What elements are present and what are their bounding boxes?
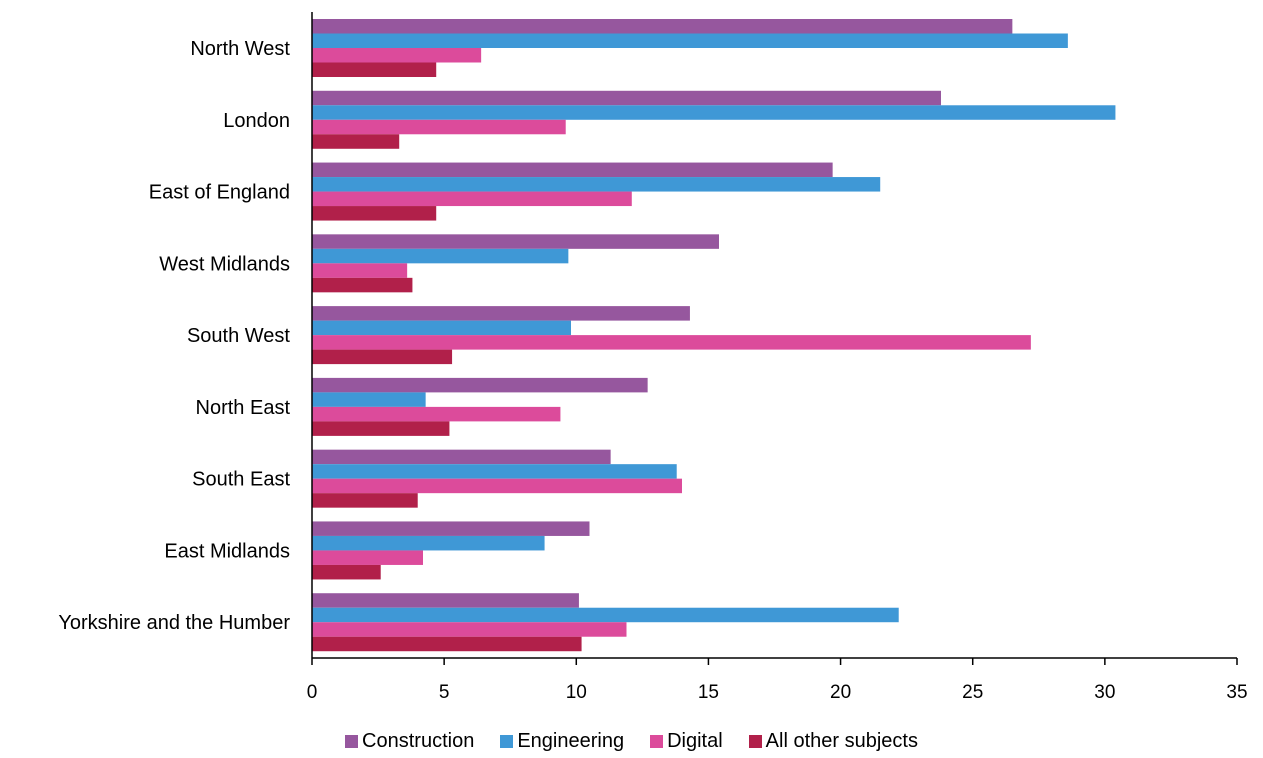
bar-construction-north-west [312,19,1013,34]
category-label: London [223,110,290,132]
bar-digital-north-east [312,406,561,422]
bar-digital-east-of-england [312,191,632,207]
legend-label: Digital [667,730,723,752]
bar-digital-west-midlands [312,263,408,278]
legend-swatch [500,735,514,748]
bar-engineering-west-midlands [312,248,569,264]
bar-all-other-subjects-london [312,134,400,149]
bar-engineering-north-west [312,33,1068,48]
bar-construction-north-east [312,377,648,393]
legend-item: All other subjects [748,730,918,753]
legend-label: Construction [362,730,475,752]
x-tick-label: 0 [307,682,318,703]
bar-construction-london [312,90,941,106]
category-label: North West [190,38,290,60]
x-tick-label: 5 [439,682,450,703]
legend-item: Construction [345,730,474,753]
x-tick-label: 25 [962,682,983,703]
x-tick-label: 15 [698,682,719,703]
legend-swatch [748,735,762,748]
category-label: West Midlands [159,253,290,275]
bar-all-other-subjects-east-midlands [312,564,381,580]
category-label: East Midlands [164,540,290,562]
legend: Construction Engineering Digital All other … [0,730,1263,753]
x-tick-label: 30 [1094,682,1115,703]
x-tick-labels: 0 5 10 15 20 25 30 35 [307,682,1248,703]
bar-construction-south-east [312,449,611,465]
bar-construction-south-west [312,306,690,321]
bar-construction-east-of-england [312,162,833,178]
bar-digital-south-west [312,335,1031,350]
bar-all-other-subjects-east-of-england [312,206,437,221]
legend-item: Engineering [500,730,624,753]
bar-digital-east-midlands [312,550,423,565]
bar-all-other-subjects-north-east [312,421,450,436]
bar-all-other-subjects-south-west [312,349,453,365]
x-tick-label: 20 [830,682,851,703]
x-tick-label: 10 [566,682,587,703]
category-label: Yorkshire and the Humber [58,612,290,634]
axes [311,12,1238,665]
bar-engineering-yorkshire-and-the-humber [312,607,899,623]
bar-digital-south-east [312,478,682,494]
x-tick-label: 35 [1226,682,1247,703]
legend-swatch [345,735,359,748]
legend-item: Digital [650,730,723,753]
category-label: South West [187,325,290,347]
bar-digital-london [312,119,566,135]
legend-label: All other subjects [765,730,918,752]
category-label: North East [196,397,291,419]
bar-engineering-london [312,105,1116,120]
bar-construction-west-midlands [312,234,719,249]
bar-all-other-subjects-yorkshire-and-the-humber [312,636,582,652]
bar-all-other-subjects-west-midlands [312,277,413,293]
category-labels: North West London East of England West Midl… [58,38,290,634]
legend-swatch [650,735,664,748]
bar-digital-north-west [312,48,482,63]
bar-all-other-subjects-south-east [312,493,418,508]
bar-engineering-east-of-england [312,177,881,192]
legend-label: Engineering [517,730,625,752]
bar-engineering-north-east [312,392,426,407]
bar-all-other-subjects-north-west [312,62,437,77]
category-label: East of England [149,182,290,204]
bar-digital-yorkshire-and-the-humber [312,622,627,637]
category-label: South East [192,469,290,491]
bar-engineering-east-midlands [312,535,545,551]
bar-construction-yorkshire-and-the-humber [312,593,579,608]
bar-engineering-south-east [312,464,677,479]
bars-group [312,19,1116,652]
bar-engineering-south-west [312,320,571,336]
bar-construction-east-midlands [312,521,590,536]
bar-chart: North West London East of England West Midl… [58,12,1248,703]
